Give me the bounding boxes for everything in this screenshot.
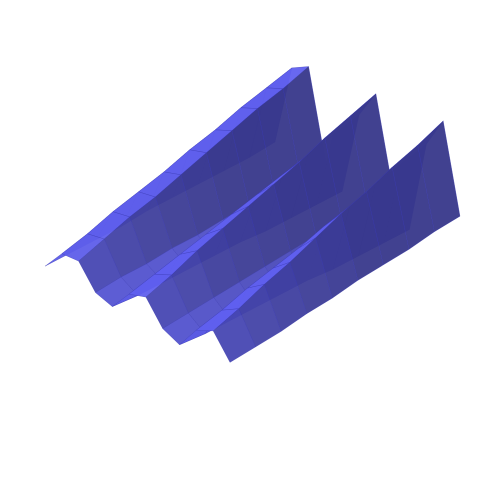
surface-patch [212,308,256,363]
